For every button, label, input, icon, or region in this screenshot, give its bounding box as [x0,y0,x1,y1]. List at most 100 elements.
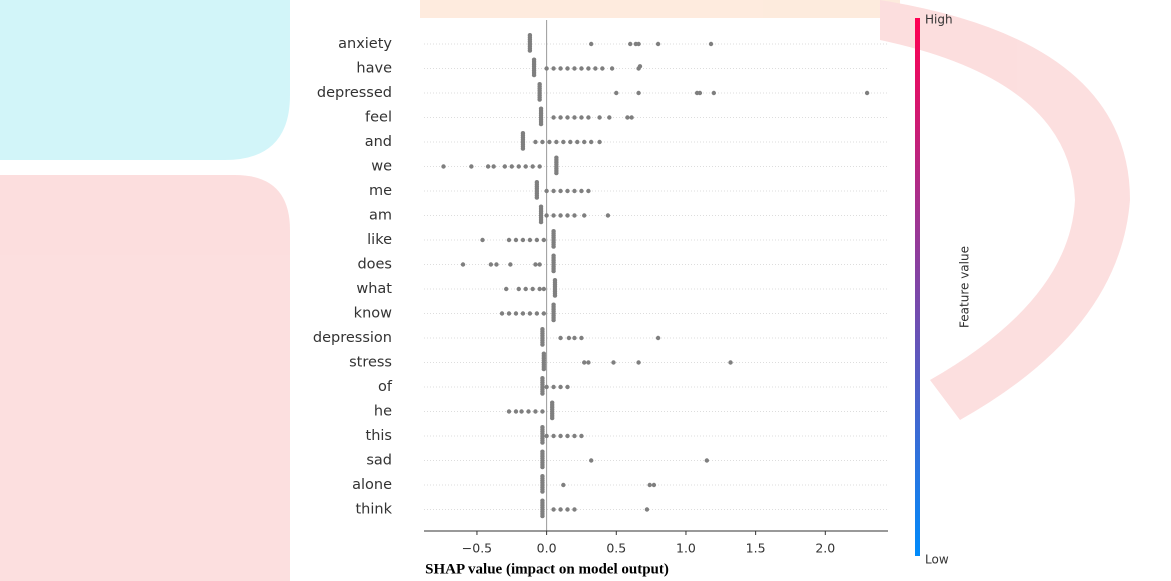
dot [551,507,556,512]
y-tick-label: know [354,306,392,322]
y-tick-label: anxiety [338,36,392,52]
x-tick-label: 0.5 [606,541,626,556]
dot [565,213,570,218]
dot [537,262,542,267]
y-tick-label: does [357,257,392,273]
dot [540,474,545,479]
dot [538,204,544,209]
dot [534,195,540,200]
dot [586,115,591,120]
dot [572,507,577,512]
y-tick-label: like [367,232,392,248]
dot [460,262,466,267]
dot [469,164,474,169]
dot [614,90,619,96]
dot [540,498,545,503]
dot [651,482,657,488]
dot [537,286,542,292]
x-tick-label: −0.5 [462,541,492,556]
dot [494,262,499,267]
dot [499,311,505,316]
dot [600,66,605,71]
dot [582,213,587,218]
x-axis-label: SHAP value (impact on model output) [425,561,669,577]
dot [647,482,652,488]
dot [485,164,491,169]
dot [589,458,594,463]
dot [579,66,584,71]
dot [579,433,584,439]
dot [593,66,598,71]
dot [520,237,526,243]
dot [572,66,577,71]
dot [558,335,563,341]
dot [551,384,556,390]
colorbar-low: Low [925,553,949,567]
x-tick-label: 1.0 [676,541,696,556]
dot [531,72,537,78]
dot [551,188,556,194]
dot [582,360,587,365]
dot [502,164,508,169]
dot [728,360,733,365]
y-tick-label: have [356,61,392,77]
y-tick-label: me [369,183,392,199]
dot [552,293,558,298]
dot [534,237,540,243]
dot [533,262,538,267]
dot [589,139,594,145]
dot [704,458,710,463]
dot [551,317,556,323]
dot [554,139,559,145]
y-tick-label: stress [349,355,392,371]
dot [541,366,547,372]
dot [520,311,526,316]
dot [628,41,633,47]
dot [551,66,556,71]
dot [506,311,512,316]
dot [568,139,573,145]
dot [526,409,531,414]
dot [697,90,703,96]
colorbar [915,18,920,556]
dot [530,286,535,292]
dot [586,360,591,365]
dot [558,115,563,120]
dot [544,384,549,390]
dot [611,360,616,365]
dot [558,66,563,71]
dot [513,409,519,414]
plot-area: anxiety have depressed feel and we me am like doe… [313,20,888,556]
dot [531,57,537,62]
y-tick-label: he [374,404,392,420]
dot [537,97,542,102]
dot [586,66,591,71]
dot [541,351,547,356]
dot [609,66,615,71]
dot [565,433,570,439]
dot [509,164,514,169]
dot [540,513,545,519]
dot [558,384,563,390]
dot [551,302,556,307]
dot [579,115,584,120]
dot [565,384,570,390]
dot [637,64,643,69]
dot [572,433,577,439]
x-tick-label: 1.5 [746,541,766,556]
dot [513,237,519,243]
dot [537,164,542,169]
dot [864,90,870,96]
y-tick-label: think [356,502,393,518]
dot [541,286,547,292]
dot [565,507,570,512]
dot [534,311,540,316]
dot [538,106,544,111]
dot [655,41,661,47]
y-tick-label: alone [352,477,392,493]
dot [644,507,650,512]
dot [541,237,547,243]
y-tick-label: what [356,281,392,297]
dot [540,391,545,396]
dot [527,33,533,38]
